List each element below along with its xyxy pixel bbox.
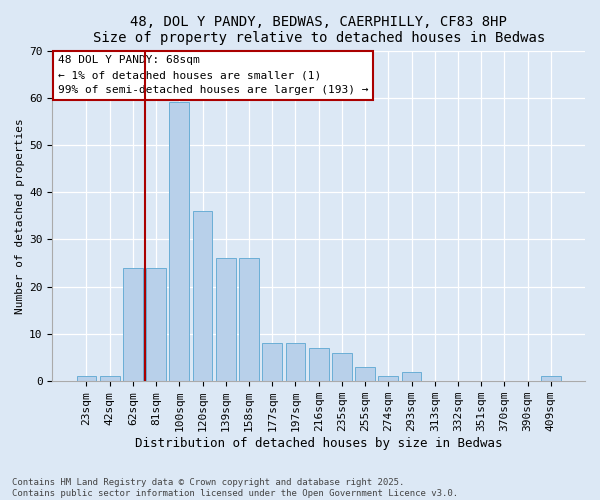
Bar — [77, 376, 97, 381]
Bar — [309, 348, 329, 381]
Bar — [402, 372, 421, 381]
Y-axis label: Number of detached properties: Number of detached properties — [15, 118, 25, 314]
Bar — [379, 376, 398, 381]
Bar — [216, 258, 236, 381]
Bar — [262, 344, 282, 381]
Bar — [332, 353, 352, 381]
Bar — [355, 367, 375, 381]
Bar — [169, 102, 189, 381]
Text: Contains HM Land Registry data © Crown copyright and database right 2025.
Contai: Contains HM Land Registry data © Crown c… — [12, 478, 458, 498]
Bar — [286, 344, 305, 381]
Text: 48 DOL Y PANDY: 68sqm
← 1% of detached houses are smaller (1)
99% of semi-detach: 48 DOL Y PANDY: 68sqm ← 1% of detached h… — [58, 56, 368, 95]
Bar — [146, 268, 166, 381]
Bar — [100, 376, 119, 381]
Title: 48, DOL Y PANDY, BEDWAS, CAERPHILLY, CF83 8HP
Size of property relative to detac: 48, DOL Y PANDY, BEDWAS, CAERPHILLY, CF8… — [92, 15, 545, 45]
Bar — [123, 268, 143, 381]
Bar — [541, 376, 561, 381]
Bar — [193, 211, 212, 381]
Bar — [239, 258, 259, 381]
X-axis label: Distribution of detached houses by size in Bedwas: Distribution of detached houses by size … — [135, 437, 502, 450]
